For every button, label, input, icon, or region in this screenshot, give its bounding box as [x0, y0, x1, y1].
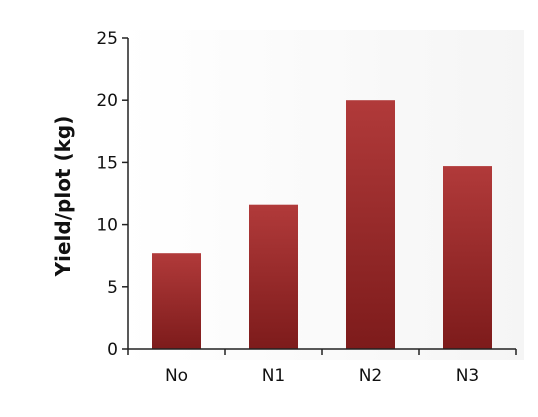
- y-tick-label-0: 0: [107, 340, 118, 360]
- x-tick-label-n1: N1: [262, 366, 286, 386]
- bar-n3: [443, 166, 492, 349]
- y-tick-label-20: 20: [96, 91, 118, 111]
- y-tick-label-10: 10: [96, 216, 118, 236]
- bar-no: [152, 253, 201, 349]
- bars-layer: [152, 100, 492, 349]
- bar-n1: [249, 204, 298, 349]
- y-axis-title: Yield/plot (kg): [51, 116, 75, 278]
- x-tick-label-n2: N2: [359, 366, 383, 386]
- y-tick-label-5: 5: [107, 278, 118, 298]
- y-tick-label-25: 25: [96, 29, 118, 49]
- x-tick-label-n3: N3: [456, 366, 480, 386]
- bar-n2: [346, 100, 395, 349]
- x-tick-label-no: No: [165, 366, 188, 386]
- axes-layer: 0 5 10 15 20 25 No N1 N2 N3: [96, 29, 517, 386]
- y-tick-label-15: 15: [96, 153, 118, 173]
